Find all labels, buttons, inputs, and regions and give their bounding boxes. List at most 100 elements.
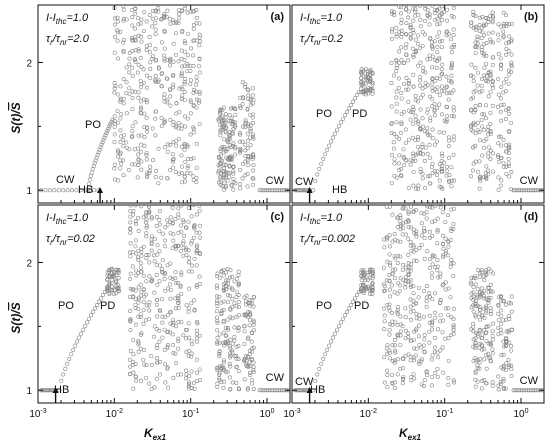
data-point (370, 288, 375, 293)
data-point (152, 334, 157, 339)
data-point (430, 104, 435, 109)
data-point (411, 243, 416, 248)
data-point (118, 99, 123, 104)
po-point (313, 178, 318, 183)
data-point (184, 376, 189, 381)
data-point (393, 380, 398, 385)
data-point (186, 382, 191, 387)
data-point (251, 304, 256, 309)
panel-label: (b) (524, 11, 538, 23)
data-point (139, 331, 144, 336)
data-point (436, 327, 441, 332)
data-point (182, 81, 187, 86)
data-point (224, 278, 229, 283)
data-point (433, 205, 438, 208)
data-point (446, 244, 451, 249)
data-point (401, 374, 406, 379)
data-point (509, 37, 514, 42)
data-point (162, 56, 167, 61)
data-point (441, 130, 446, 135)
data-point (446, 382, 451, 387)
data-point (394, 120, 399, 125)
data-point (441, 255, 446, 260)
po-point (343, 113, 348, 118)
x-tick-label: 10-3 (283, 408, 300, 420)
data-point (506, 81, 511, 86)
data-point (438, 319, 443, 324)
data-point (486, 324, 491, 329)
data-point (445, 213, 450, 218)
data-point (134, 221, 139, 226)
data-point (444, 33, 449, 38)
data-point (139, 293, 144, 298)
po-point (335, 327, 340, 332)
data-point (186, 386, 191, 391)
data-point (232, 120, 237, 125)
data-point (148, 164, 153, 169)
data-point (183, 41, 188, 46)
data-point (425, 107, 430, 112)
data-point (418, 166, 423, 171)
data-point (399, 96, 404, 101)
data-point (192, 298, 197, 303)
data-point (451, 323, 456, 328)
data-point (480, 14, 485, 19)
data-point (509, 60, 514, 65)
data-point (250, 132, 255, 137)
data-point (430, 374, 435, 379)
data-point (389, 372, 394, 377)
data-point (159, 175, 164, 180)
data-point (176, 243, 181, 248)
data-point (480, 343, 485, 348)
data-point (394, 66, 399, 71)
data-point (422, 32, 427, 37)
data-point (107, 274, 112, 279)
data-point (471, 78, 476, 83)
data-point (509, 309, 514, 314)
data-point (194, 180, 199, 185)
data-point (188, 111, 193, 116)
data-point (490, 20, 495, 25)
data-point (196, 100, 201, 105)
data-point (112, 90, 117, 95)
data-point (428, 36, 433, 41)
data-point (139, 253, 144, 258)
data-point (403, 232, 408, 237)
data-point (107, 282, 112, 287)
data-point (428, 205, 433, 210)
data-point (435, 216, 440, 221)
data-point (425, 12, 430, 17)
data-point (147, 170, 152, 175)
data-point (449, 261, 454, 266)
data-point (496, 104, 501, 109)
data-point (444, 18, 449, 23)
data-point (408, 309, 413, 314)
cw-right-label: CW (520, 175, 539, 187)
data-point (153, 175, 158, 180)
data-point (444, 173, 449, 178)
data-point (179, 96, 184, 101)
data-point (133, 297, 138, 302)
data-point (234, 356, 239, 361)
data-point (496, 77, 501, 82)
data-point (150, 126, 155, 131)
data-point (223, 129, 228, 134)
data-point (473, 369, 478, 374)
data-point (451, 306, 456, 311)
data-point (121, 173, 126, 178)
data-point (477, 328, 482, 333)
data-point (156, 9, 161, 14)
data-point (435, 50, 440, 55)
data-point (404, 52, 409, 57)
x-tick-label: 10-1 (182, 408, 199, 420)
data-point (183, 76, 188, 81)
data-point (142, 362, 147, 367)
data-point (155, 214, 160, 219)
data-point (473, 301, 478, 306)
data-point (446, 144, 451, 149)
data-point (149, 354, 154, 359)
data-point (136, 228, 141, 233)
data-point (136, 133, 141, 138)
data-point (389, 81, 394, 86)
data-point (418, 5, 423, 8)
